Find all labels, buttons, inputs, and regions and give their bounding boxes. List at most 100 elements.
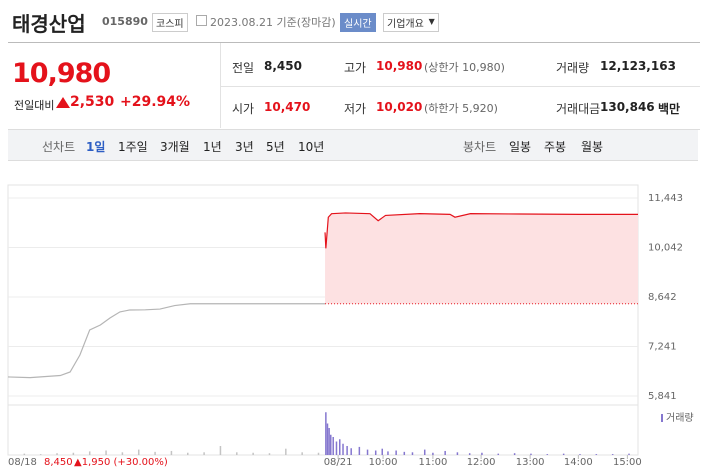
volume-bar: [366, 449, 369, 455]
stat-value: 12,123,163: [600, 59, 676, 73]
y-tick-label: 7,241: [648, 342, 677, 353]
volume-bar: [56, 453, 58, 455]
period-tab[interactable]: 1일: [86, 140, 106, 154]
volume-bar: [236, 452, 238, 455]
volume-bar: [432, 452, 434, 455]
current-price: 10,980: [12, 58, 111, 89]
volume-bar: [252, 452, 254, 455]
x-tick-label: 10:00: [369, 457, 398, 468]
stat-label: 거래대금: [556, 102, 601, 116]
period-tab[interactable]: 3년: [235, 140, 254, 154]
stat-value: 10,980: [376, 59, 423, 73]
stat-value: 8,450: [264, 59, 302, 73]
volume-bar: [332, 437, 334, 455]
stat-value: 10,470: [264, 100, 311, 114]
volume-bar: [611, 454, 614, 455]
x-tick-label: 15:00: [613, 457, 642, 468]
period-tab[interactable]: 10년: [298, 140, 325, 154]
volume-bar: [381, 448, 383, 455]
stock-title: 태경산업: [12, 12, 86, 36]
change-label: 전일대비: [14, 99, 55, 112]
prev-close: 8,450: [44, 457, 73, 468]
volume-bar: [339, 439, 341, 455]
prev-date: 08/18: [8, 457, 37, 468]
volume-bar: [395, 450, 397, 455]
x-tick-label: 11:00: [418, 457, 447, 468]
volume-bar: [154, 451, 156, 455]
volume-bar: [105, 450, 107, 455]
stat-label: 전일: [232, 61, 255, 75]
date: 2023.08.21 기준(장마감): [210, 16, 336, 29]
up-arrow: [56, 97, 70, 108]
volume-bar: [285, 448, 287, 455]
volume-bar: [546, 454, 549, 455]
y-tick-label: 10,042: [648, 243, 683, 254]
volume-bar: [358, 446, 361, 455]
prev-change: ▲1,950 (+30.00%): [74, 457, 168, 468]
stat-label: 저가: [344, 102, 367, 116]
volume-bar: [468, 453, 471, 455]
volume-bar: [497, 453, 500, 455]
volume-bar: [219, 446, 222, 455]
stat-label: 시가: [232, 102, 255, 116]
menu-label: 기업개요: [387, 19, 424, 30]
volume-bar: [387, 451, 389, 455]
stat-value: 130,846: [600, 100, 655, 114]
volume-bar: [301, 452, 303, 455]
y-tick-label: 8,642: [648, 292, 677, 303]
change-pct: +29.94%: [120, 94, 191, 110]
volume-bar: [335, 441, 338, 455]
period-tab[interactable]: 5년: [266, 140, 285, 154]
volume-bar: [423, 449, 426, 455]
volume-bar: [411, 452, 414, 455]
volume-bar: [350, 448, 352, 455]
menu-dropdown[interactable]: 기업개요 ▼: [383, 13, 439, 32]
volume-bar: [444, 450, 446, 455]
divider: [220, 43, 221, 128]
tab-bar: [8, 130, 698, 161]
volume-legend-mark: [661, 414, 663, 422]
volume-bar: [595, 454, 598, 455]
change: 2,530: [70, 94, 115, 110]
volume-bar: [187, 452, 189, 455]
tab-label: 선차트: [42, 140, 76, 154]
calendar-icon: [196, 15, 207, 26]
volume-bar: [325, 412, 327, 455]
candle-tab[interactable]: 주봉: [544, 140, 567, 154]
volume-bar: [579, 454, 581, 455]
volume-bar: [513, 453, 516, 455]
volume-legend: 거래량: [666, 412, 694, 424]
volume-bar: [137, 449, 140, 455]
volume-bar: [374, 450, 377, 455]
y-tick-label: 5,841: [648, 391, 677, 402]
tab-label: 봉차트: [463, 140, 497, 154]
volume-bar: [346, 446, 348, 455]
volume-bar: [72, 452, 75, 455]
stat-unit: 백만: [658, 102, 681, 116]
period-tab[interactable]: 1년: [203, 140, 222, 154]
volume-bar: [121, 452, 124, 455]
stat-value: 10,020: [376, 100, 423, 114]
volume-bar: [317, 452, 320, 455]
volume-bar: [530, 453, 532, 455]
y-tick-label: 11,443: [648, 193, 683, 204]
market-badge: 코스피: [152, 13, 188, 32]
stock-code: 015890: [102, 15, 148, 28]
volume-bar: [203, 452, 205, 455]
x-tick-label: 14:00: [564, 457, 593, 468]
volume-bar: [326, 423, 329, 455]
candle-tab[interactable]: 월봉: [581, 140, 604, 154]
period-tab[interactable]: 1주일: [118, 140, 148, 154]
area: [325, 212, 638, 304]
x-tick-label: 13:00: [516, 457, 545, 468]
volume-bar: [23, 453, 26, 455]
volume-bar: [268, 453, 271, 455]
stat-note: (상한가 10,980): [424, 61, 505, 74]
realtime-button[interactable]: 실시간: [340, 13, 376, 32]
period-tab[interactable]: 3개월: [160, 140, 190, 154]
volume-bar: [170, 450, 173, 455]
candle-tab[interactable]: 일봉: [509, 140, 532, 154]
volume-bar: [328, 428, 330, 455]
divider: [220, 86, 700, 87]
